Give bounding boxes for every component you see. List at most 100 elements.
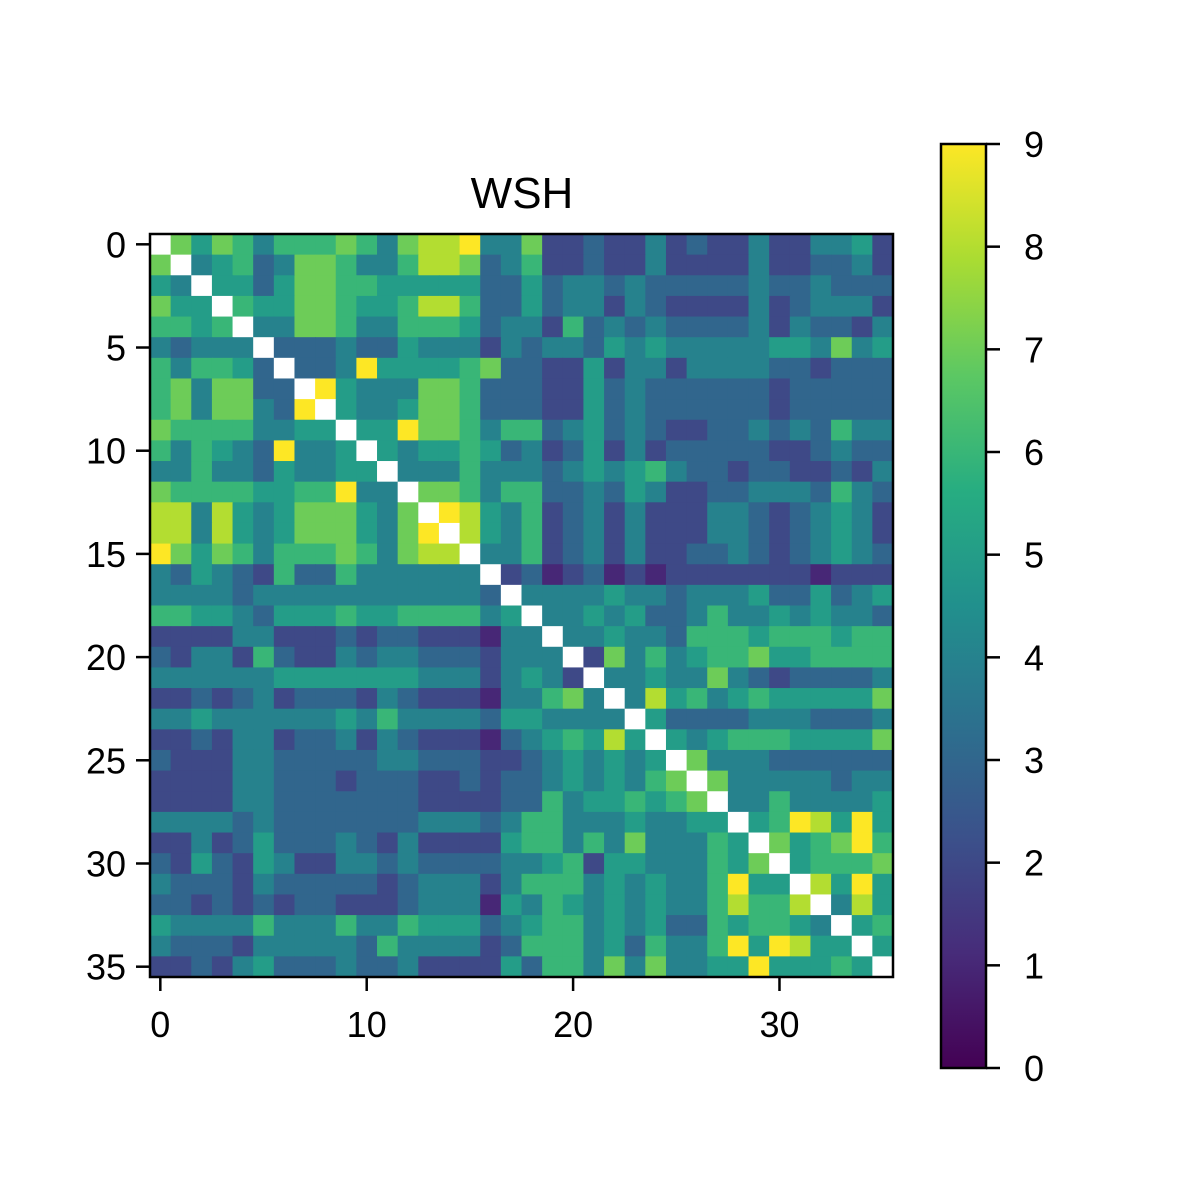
heatmap-cell xyxy=(273,708,296,730)
heatmap-cell xyxy=(232,295,254,318)
heatmap-cell xyxy=(397,626,419,648)
heatmap-cell xyxy=(253,811,275,834)
heatmap-cell xyxy=(397,935,419,957)
heatmap-cell xyxy=(211,811,234,834)
heatmap-cell xyxy=(356,419,378,441)
heatmap-cell xyxy=(253,254,275,276)
heatmap-cell xyxy=(604,316,626,338)
heatmap-cell xyxy=(480,770,502,792)
heatmap-cell xyxy=(294,399,316,421)
heatmap-cell xyxy=(789,915,812,937)
heatmap-cell xyxy=(459,667,481,689)
heatmap-cell xyxy=(418,646,440,669)
heatmap-cell xyxy=(727,749,750,772)
heatmap-cell xyxy=(831,461,853,483)
heatmap-cell xyxy=(810,481,832,503)
heatmap-cell xyxy=(521,626,543,648)
heatmap-cell xyxy=(459,935,481,957)
heatmap-cell xyxy=(232,440,254,462)
heatmap-cell xyxy=(748,915,770,937)
heatmap-cell xyxy=(562,357,585,380)
heatmap-cell xyxy=(418,502,440,524)
heatmap-cell xyxy=(769,543,791,565)
heatmap-cell xyxy=(521,832,543,854)
heatmap-cell xyxy=(872,295,894,318)
heatmap-cell xyxy=(170,894,192,916)
heatmap-cell xyxy=(211,708,234,730)
heatmap-cell xyxy=(273,461,296,483)
heatmap-cell xyxy=(438,502,461,524)
heatmap-cell xyxy=(645,605,667,627)
heatmap-cell xyxy=(583,378,605,400)
heatmap-cell xyxy=(232,894,254,916)
heatmap-cell xyxy=(789,337,812,359)
heatmap-cell xyxy=(624,275,646,297)
heatmap-cell xyxy=(645,729,667,751)
heatmap-cell xyxy=(583,626,605,648)
heatmap-cell xyxy=(211,502,234,524)
heatmap-cell xyxy=(191,584,213,607)
heatmap-cell xyxy=(273,667,296,689)
heatmap-cell xyxy=(191,357,213,380)
heatmap-cell xyxy=(170,357,192,380)
heatmap-cell xyxy=(521,584,543,607)
heatmap-cell xyxy=(624,481,646,503)
heatmap-cell xyxy=(769,708,791,730)
heatmap-cell xyxy=(315,956,337,978)
heatmap-cell xyxy=(789,626,812,648)
heatmap-cell xyxy=(335,749,357,772)
heatmap-cell xyxy=(377,584,399,607)
heatmap-cell xyxy=(150,770,172,792)
heatmap-cell xyxy=(438,564,461,586)
heatmap-cell xyxy=(500,791,523,813)
colorbar-tick-label: 4 xyxy=(1024,637,1044,678)
heatmap-cell xyxy=(562,729,585,751)
heatmap-cell xyxy=(232,873,254,896)
heatmap-cell xyxy=(665,378,688,400)
heatmap-cell xyxy=(459,275,481,297)
heatmap-cell xyxy=(604,935,626,957)
heatmap-cell xyxy=(604,543,626,565)
colorbar-tick-label: 7 xyxy=(1024,329,1044,370)
heatmap-cell xyxy=(377,894,399,916)
heatmap-cell xyxy=(707,935,729,957)
heatmap-cell xyxy=(624,749,646,772)
heatmap-cell xyxy=(232,770,254,792)
heatmap-cell xyxy=(232,316,254,338)
heatmap-cell xyxy=(170,770,192,792)
heatmap-cell xyxy=(253,378,275,400)
heatmap-cell xyxy=(459,791,481,813)
heatmap-cell xyxy=(707,564,729,586)
heatmap-cell xyxy=(542,481,564,503)
heatmap-cell xyxy=(604,337,626,359)
heatmap-cell xyxy=(769,440,791,462)
heatmap-cell xyxy=(872,853,894,875)
heatmap-cell xyxy=(459,522,481,545)
heatmap-cell xyxy=(253,481,275,503)
heatmap-cell xyxy=(769,894,791,916)
heatmap-cell xyxy=(170,275,192,297)
heatmap-cell xyxy=(170,522,192,545)
heatmap-cell xyxy=(769,357,791,380)
heatmap-cell xyxy=(727,832,750,854)
heatmap-cell xyxy=(810,584,832,607)
heatmap-cell xyxy=(542,894,564,916)
heatmap-cell xyxy=(211,419,234,441)
heatmap-cell xyxy=(769,295,791,318)
heatmap-cell xyxy=(459,543,481,565)
heatmap-cell xyxy=(335,378,357,400)
heatmap-cell xyxy=(831,791,853,813)
heatmap-cell xyxy=(521,275,543,297)
heatmap-cell xyxy=(562,440,585,462)
heatmap-cell xyxy=(500,749,523,772)
heatmap-cell xyxy=(542,873,564,896)
heatmap-cell xyxy=(624,708,646,730)
heatmap-cell xyxy=(645,461,667,483)
heatmap-cell xyxy=(727,254,750,276)
heatmap-cell xyxy=(377,419,399,441)
heatmap-cell xyxy=(707,853,729,875)
heatmap-cell xyxy=(583,234,605,256)
heatmap-cell xyxy=(727,481,750,503)
heatmap-cell xyxy=(438,626,461,648)
y-tick-label: 25 xyxy=(86,740,126,781)
